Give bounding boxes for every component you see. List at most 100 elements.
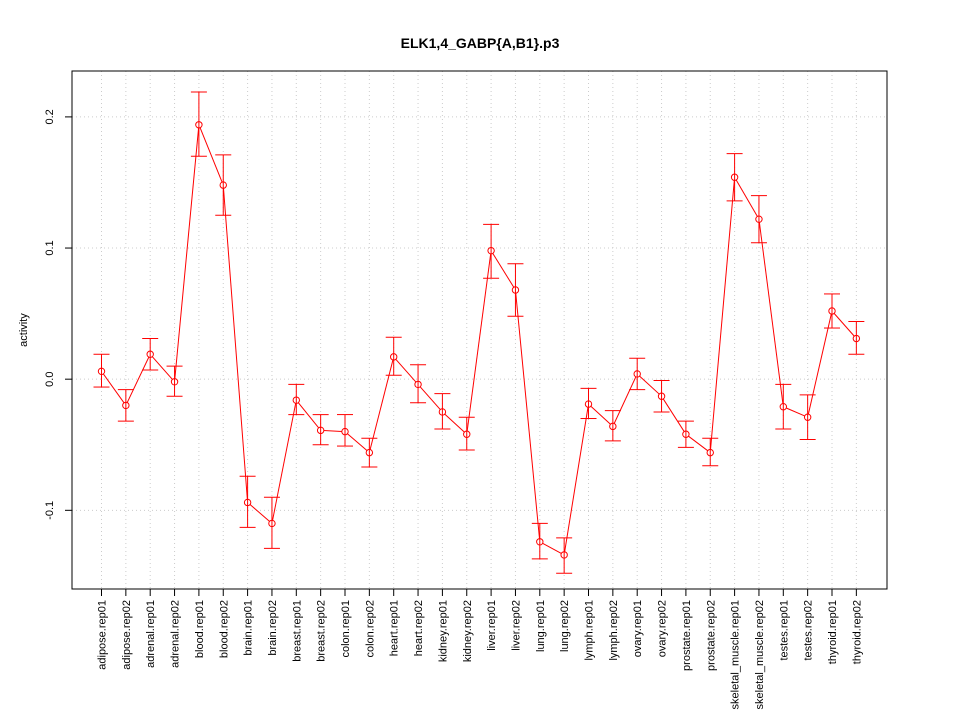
data-point bbox=[536, 538, 544, 546]
data-point bbox=[463, 430, 471, 438]
x-tick-label: lymph.rep02 bbox=[608, 600, 620, 661]
data-point bbox=[195, 121, 203, 129]
data-point bbox=[730, 173, 739, 181]
x-tick-label: skeletal_muscle.rep01 bbox=[730, 600, 742, 709]
series-line-segment bbox=[369, 359, 394, 450]
data-point bbox=[219, 181, 227, 189]
x-tick-label: testes.rep01 bbox=[778, 600, 790, 661]
data-point bbox=[584, 400, 593, 408]
x-tick-label: prostate.rep01 bbox=[681, 600, 693, 671]
x-tick-label: adrenal.rep02 bbox=[170, 600, 182, 668]
x-tick-label: ovary.rep02 bbox=[657, 600, 669, 657]
x-tick-label: prostate.rep02 bbox=[705, 600, 717, 671]
x-tick-label: skeletal_muscle.rep02 bbox=[754, 600, 766, 709]
data-point bbox=[316, 426, 325, 435]
data-point bbox=[390, 353, 398, 361]
data-point bbox=[487, 246, 495, 255]
data-point bbox=[438, 408, 447, 416]
series-line-segment bbox=[297, 402, 320, 429]
data-point bbox=[706, 448, 714, 457]
x-tick-label: liver.rep02 bbox=[510, 600, 522, 651]
x-tick-label: blood.rep01 bbox=[194, 600, 206, 658]
x-tick-label: adipose.rep01 bbox=[97, 600, 109, 670]
series-line-segment bbox=[102, 373, 125, 404]
series-line-segment bbox=[758, 222, 784, 404]
data-point bbox=[828, 307, 836, 315]
data-point bbox=[268, 519, 276, 528]
x-tick-label: adipose.rep02 bbox=[121, 600, 133, 670]
y-axis-label: activity bbox=[18, 313, 30, 347]
data-point bbox=[803, 413, 812, 421]
series-line-segment bbox=[807, 313, 832, 415]
series-line-segment bbox=[249, 504, 270, 522]
x-tick-label: breast.rep02 bbox=[316, 600, 328, 662]
x-tick-label: blood.rep02 bbox=[218, 600, 230, 658]
x-tick-label: kidney.rep02 bbox=[462, 600, 474, 662]
data-point bbox=[97, 367, 106, 376]
data-series bbox=[93, 91, 865, 574]
data-point bbox=[365, 448, 374, 457]
x-tick-label: testes.rep02 bbox=[803, 600, 815, 661]
x-tick-label: colon.rep01 bbox=[340, 600, 352, 658]
series-line-segment bbox=[492, 253, 515, 288]
series-line-segment bbox=[833, 313, 855, 337]
data-point bbox=[414, 380, 422, 389]
series-line-segment bbox=[710, 180, 735, 450]
series-line-segment bbox=[151, 356, 173, 380]
series-line-segment bbox=[419, 386, 441, 410]
series-line-segment bbox=[126, 356, 150, 403]
series-line-segment bbox=[590, 405, 611, 425]
series-line-segment bbox=[466, 253, 492, 432]
grid bbox=[72, 71, 887, 589]
x-tick-label: heart.rep02 bbox=[413, 600, 425, 656]
data-point bbox=[341, 427, 349, 436]
data-point bbox=[633, 370, 641, 378]
data-point bbox=[755, 215, 763, 223]
series-line-segment bbox=[613, 376, 637, 424]
data-point bbox=[779, 403, 787, 411]
y-tick-label: -0.1 bbox=[44, 501, 56, 520]
data-point bbox=[852, 334, 861, 343]
x-tick-label: thyroid.rep01 bbox=[827, 600, 839, 664]
series-line-segment bbox=[564, 407, 589, 552]
series-line-segment bbox=[199, 127, 223, 183]
y-tick-label: 0.2 bbox=[44, 109, 56, 124]
series-line-segment bbox=[323, 429, 342, 432]
series-line-segment bbox=[395, 358, 417, 383]
y-tick-label: 0.1 bbox=[44, 240, 56, 255]
series-line-segment bbox=[347, 433, 368, 451]
x-tick-label: brain.rep02 bbox=[267, 600, 279, 656]
plot-frame bbox=[71, 70, 888, 590]
axes: -0.1 0.0 0.1 0.2 adipose.rep01 adipose.rep02 a… bbox=[44, 109, 863, 709]
x-tick-label: lung.rep02 bbox=[559, 600, 571, 652]
series-line-segment bbox=[688, 435, 708, 452]
x-tick-label: colon.rep02 bbox=[364, 600, 376, 658]
series-line-segment bbox=[515, 293, 540, 539]
series-line-segment bbox=[639, 375, 660, 395]
data-point bbox=[243, 498, 252, 507]
series-line-segment bbox=[222, 188, 248, 500]
series-line-segment bbox=[542, 542, 562, 554]
x-tick-label: thyroid.rep02 bbox=[851, 600, 863, 664]
series-line-segment bbox=[735, 179, 758, 217]
data-point bbox=[511, 286, 520, 294]
series-line-segment bbox=[786, 407, 805, 417]
x-tick-label: liver.rep01 bbox=[486, 600, 498, 651]
series-line-segment bbox=[444, 413, 465, 433]
data-point bbox=[170, 378, 179, 386]
series-line-segment bbox=[662, 398, 685, 432]
series-line-segment bbox=[272, 403, 297, 521]
x-tick-label: brain.rep01 bbox=[243, 600, 255, 656]
data-point bbox=[292, 396, 300, 404]
data-point bbox=[657, 392, 666, 400]
data-point bbox=[560, 551, 568, 559]
x-tick-label: lung.rep01 bbox=[535, 600, 547, 652]
series-line-segment bbox=[174, 127, 200, 379]
chart-title: ELK1,4_GABP{A,B1}.p3 bbox=[401, 35, 560, 51]
x-tick-label: ovary.rep01 bbox=[632, 600, 644, 657]
x-tick-label: heart.rep01 bbox=[389, 600, 401, 656]
data-point bbox=[609, 422, 617, 431]
x-tick-label: breast.rep01 bbox=[291, 600, 303, 662]
data-point bbox=[682, 430, 690, 438]
